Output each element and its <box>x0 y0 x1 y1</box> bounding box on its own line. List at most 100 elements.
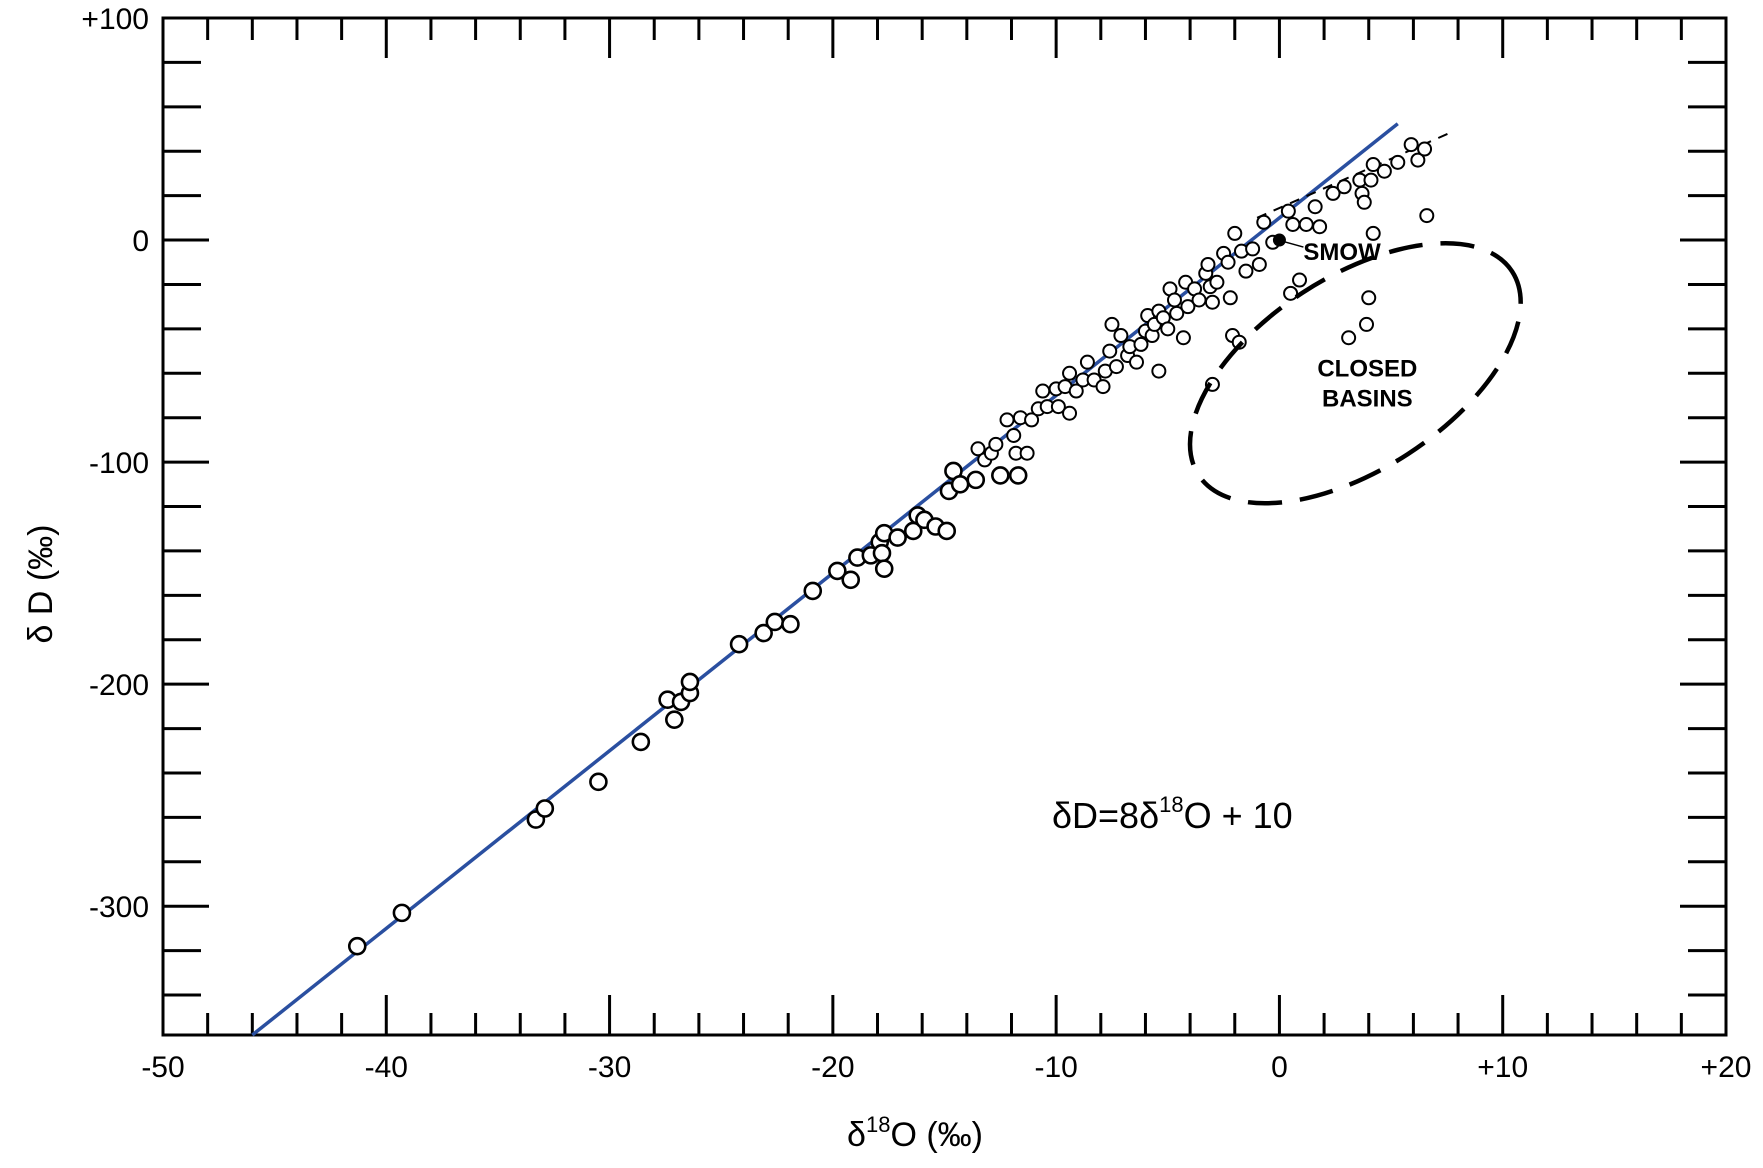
data-point <box>754 623 773 643</box>
data-point <box>803 581 823 601</box>
data-point <box>874 559 894 578</box>
data-point <box>1019 445 1035 461</box>
data-point <box>1410 152 1426 168</box>
data-point <box>841 570 861 590</box>
data-point <box>1336 179 1352 195</box>
data-point <box>1068 383 1084 399</box>
x-tick-label: -50 <box>141 1051 184 1084</box>
data-point <box>1298 217 1314 233</box>
data-point <box>1417 141 1433 157</box>
data-point <box>999 412 1015 428</box>
data-point <box>1419 208 1435 224</box>
data-point <box>680 672 700 692</box>
data-point <box>1133 336 1149 352</box>
data-point <box>1166 292 1182 308</box>
data-point <box>937 521 957 541</box>
x-tick-label: -30 <box>588 1051 631 1084</box>
data-point <box>1307 199 1323 215</box>
data-point <box>1280 203 1296 219</box>
data-point <box>631 732 651 752</box>
data-point <box>1104 316 1120 332</box>
data-point <box>1365 225 1381 241</box>
data-point <box>1108 359 1124 375</box>
data-point <box>535 799 555 818</box>
data-point <box>1356 194 1372 210</box>
smow-label: SMOW <box>1303 239 1381 266</box>
y-tick-label: -200 <box>89 669 149 702</box>
data-point <box>1245 241 1261 257</box>
y-tick-label: -100 <box>89 447 149 480</box>
data-point <box>1006 427 1022 443</box>
data-point <box>1024 412 1040 428</box>
data-point <box>665 710 684 729</box>
data-point <box>1325 185 1341 201</box>
data-point <box>1113 328 1129 344</box>
data-point <box>1035 383 1051 399</box>
data-point <box>589 772 608 792</box>
data-point <box>828 561 847 581</box>
data-point <box>1129 354 1145 370</box>
data-point <box>1008 466 1028 485</box>
data-point <box>1175 330 1191 346</box>
smow-marker <box>1272 233 1286 247</box>
data-point <box>1227 225 1243 241</box>
data-point <box>1283 285 1299 301</box>
y-tick-label: +100 <box>81 3 149 36</box>
data-point <box>1238 263 1254 279</box>
data-point <box>1359 316 1375 332</box>
data-point <box>1102 343 1118 359</box>
data-point <box>1403 137 1419 153</box>
closed-basins-ellipse <box>1187 241 1523 506</box>
data-point <box>1285 217 1301 233</box>
data-point <box>781 614 800 634</box>
plot-frame <box>161 16 1728 1037</box>
data-point <box>1169 305 1185 321</box>
data-point <box>950 475 970 494</box>
data-point <box>765 612 785 632</box>
x-tick-label: 0 <box>1271 1051 1288 1084</box>
data-point <box>1062 405 1078 421</box>
closed-basins-label-line1: CLOSED <box>1317 355 1417 382</box>
smow-leader-line <box>1285 241 1304 248</box>
data-point <box>872 543 892 563</box>
data-point <box>1363 172 1379 188</box>
data-point <box>1151 363 1167 379</box>
data-point <box>1312 219 1328 235</box>
x-axis-title: δ18O (‰) <box>847 1112 983 1154</box>
data-point <box>729 634 749 654</box>
x-tick-label: -10 <box>1034 1051 1077 1084</box>
data-point <box>1341 330 1357 346</box>
data-point <box>1160 321 1176 337</box>
y-axis-title: δ D (‰) <box>22 524 60 643</box>
x-tick-label: -20 <box>811 1051 854 1084</box>
data-point <box>1292 272 1308 288</box>
data-point <box>1079 354 1095 370</box>
x-tick-label: +10 <box>1477 1051 1528 1084</box>
data-point <box>1095 379 1111 395</box>
data-point <box>970 441 986 457</box>
y-tick-label: 0 <box>132 225 149 258</box>
closed-basins-label-line2: BASINS <box>1322 385 1413 412</box>
data-point <box>1209 274 1225 290</box>
data-point <box>888 528 907 547</box>
y-tick-label: -300 <box>89 891 149 924</box>
data-point <box>1222 290 1238 306</box>
data-point <box>1256 214 1272 230</box>
data-point <box>1220 254 1236 270</box>
data-point <box>1191 292 1207 308</box>
data-point <box>1376 163 1392 179</box>
data-point <box>1062 365 1078 381</box>
data-point <box>392 903 412 923</box>
data-point <box>988 436 1004 452</box>
x-tick-label: -40 <box>365 1051 408 1084</box>
data-point <box>966 470 986 490</box>
data-point <box>1251 256 1267 272</box>
data-point <box>1050 399 1066 415</box>
data-point <box>1361 290 1377 306</box>
data-point <box>1365 157 1381 173</box>
data-point <box>1200 256 1216 272</box>
data-point <box>1204 294 1220 310</box>
data-point <box>1180 299 1196 315</box>
